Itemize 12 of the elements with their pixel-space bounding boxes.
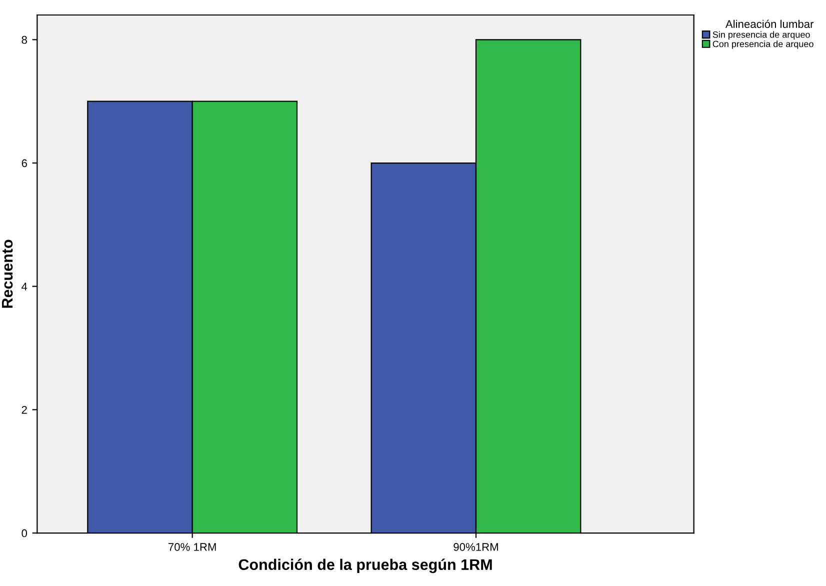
legend-label: Sin presencia de arqueo bbox=[712, 31, 810, 40]
y-tick-label: 8 bbox=[22, 36, 27, 44]
y-tick-label: 2 bbox=[22, 406, 27, 414]
y-axis-title: Recuento bbox=[2, 240, 13, 308]
y-tick-label: 0 bbox=[22, 529, 28, 538]
x-tick-label: 90%1RM bbox=[454, 543, 498, 551]
y-tick-label: 4 bbox=[22, 282, 28, 290]
legend-label: Con presencia de arqueo bbox=[712, 40, 814, 49]
x-tick-label: 70% 1RM bbox=[168, 543, 216, 551]
y-tick-label: 6 bbox=[22, 159, 27, 168]
legend-title: Alineación lumbar bbox=[725, 20, 814, 28]
x-axis-title: Condición de la prueba según 1RM bbox=[238, 558, 492, 574]
